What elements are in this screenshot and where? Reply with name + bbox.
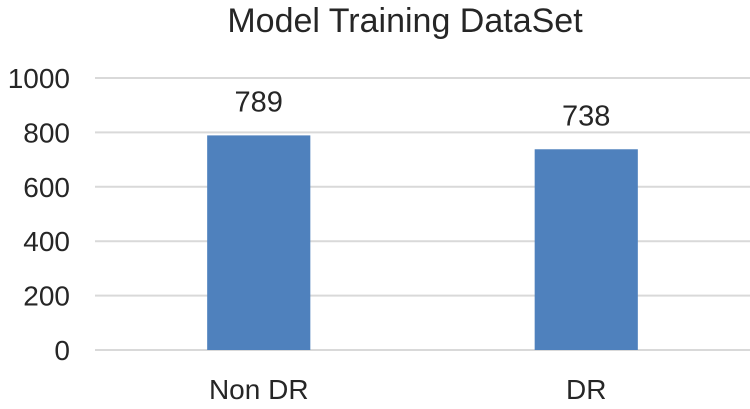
y-axis-tick-labels: 0 200 400 600 800 1000 (8, 63, 70, 366)
x-tick-label: Non DR (209, 374, 309, 405)
bar (534, 149, 638, 350)
bar (207, 135, 311, 350)
data-labels: 789 738 (235, 86, 611, 132)
data-label: 738 (562, 100, 610, 132)
y-tick-label: 400 (23, 226, 70, 257)
bars (207, 135, 638, 350)
x-tick-label: DR (566, 374, 606, 405)
x-axis-tick-labels: Non DR DR (209, 374, 607, 405)
y-tick-label: 0 (54, 335, 70, 366)
gridlines (95, 77, 750, 351)
y-tick-label: 600 (23, 172, 70, 203)
data-label: 789 (235, 86, 283, 118)
y-tick-label: 1000 (8, 63, 70, 94)
y-tick-label: 800 (23, 117, 70, 148)
chart-title: Model Training DataSet (227, 2, 583, 40)
y-tick-label: 200 (23, 281, 70, 312)
